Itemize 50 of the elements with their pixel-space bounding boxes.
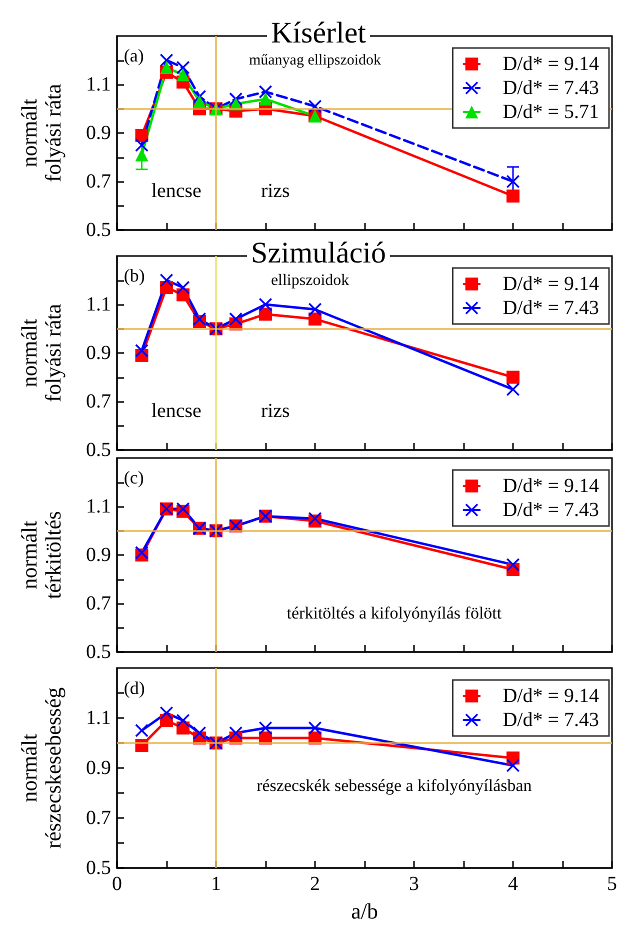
x-tick-label: 4: [508, 873, 518, 895]
y-tick-label: 0.5: [86, 641, 111, 663]
annotation: műanyag ellipszoidok: [248, 52, 382, 68]
legend-label: D/d* = 7.43: [502, 709, 599, 731]
annotation: (a): [124, 45, 144, 66]
y-tick-label: 0.9: [86, 544, 111, 566]
y-tick-label: 0.9: [86, 122, 111, 144]
chart-title: Kísérlet: [271, 16, 367, 50]
annotation: részecskék sebessége a kifolyónyílásban: [256, 776, 532, 795]
y-tick-label: 0.5: [86, 439, 111, 461]
legend-label: D/d* = 9.14: [502, 475, 599, 497]
legend-label: D/d* = 9.14: [502, 53, 599, 75]
y-tick-label: 1.1: [86, 496, 111, 518]
x-tick-label: 3: [409, 873, 419, 895]
x-axis-title: a/b: [351, 898, 378, 924]
annotation: (d): [124, 678, 145, 698]
annotation: ellipszoidok: [270, 272, 350, 289]
legend-label: D/d* = 7.43: [502, 297, 599, 319]
legend-label: D/d* = 5.71: [502, 101, 599, 123]
y-tick-label: 1.1: [86, 294, 111, 316]
legend-label: D/d* = 9.14: [502, 685, 599, 707]
annotation: rizs: [260, 400, 290, 422]
y-axis-title: normált folyási ráta: [16, 84, 66, 182]
y-tick-label: 0.7: [86, 390, 111, 412]
legend-label: D/d* = 9.14: [502, 273, 599, 295]
annotation: térkitöltés a kifolyónyílás fölött: [286, 604, 502, 623]
annotation: lencse: [151, 180, 202, 202]
legend-label: D/d* = 7.43: [502, 499, 599, 521]
annotation: lencse: [151, 400, 202, 422]
x-tick-label: 5: [607, 873, 617, 895]
y-tick-label: 1.1: [86, 707, 111, 729]
y-tick-label: 0.5: [86, 219, 111, 241]
y-tick-label: 0.7: [86, 592, 111, 614]
annotation: rizs: [260, 180, 290, 202]
y-axis-title: normált térkitöltés: [16, 511, 66, 599]
y-tick-label: 0.7: [86, 170, 111, 192]
y-tick-label: 0.9: [86, 342, 111, 364]
chart-title: Szimuláció: [251, 236, 386, 270]
y-tick-label: 1.1: [86, 74, 111, 96]
y-axis-title: normált részecskesebesség: [16, 687, 66, 849]
x-tick-label: 1: [211, 873, 221, 895]
annotation: (c): [124, 467, 144, 488]
y-tick-label: 0.9: [86, 757, 111, 779]
y-tick-label: 0.5: [86, 857, 111, 879]
x-tick-label: 2: [310, 873, 320, 895]
legend-label: D/d* = 7.43: [502, 77, 599, 99]
y-tick-label: 0.7: [86, 807, 111, 829]
annotation: (b): [124, 265, 145, 286]
x-tick-label: 0: [112, 873, 122, 895]
y-axis-title: normált folyási ráta: [16, 304, 66, 402]
